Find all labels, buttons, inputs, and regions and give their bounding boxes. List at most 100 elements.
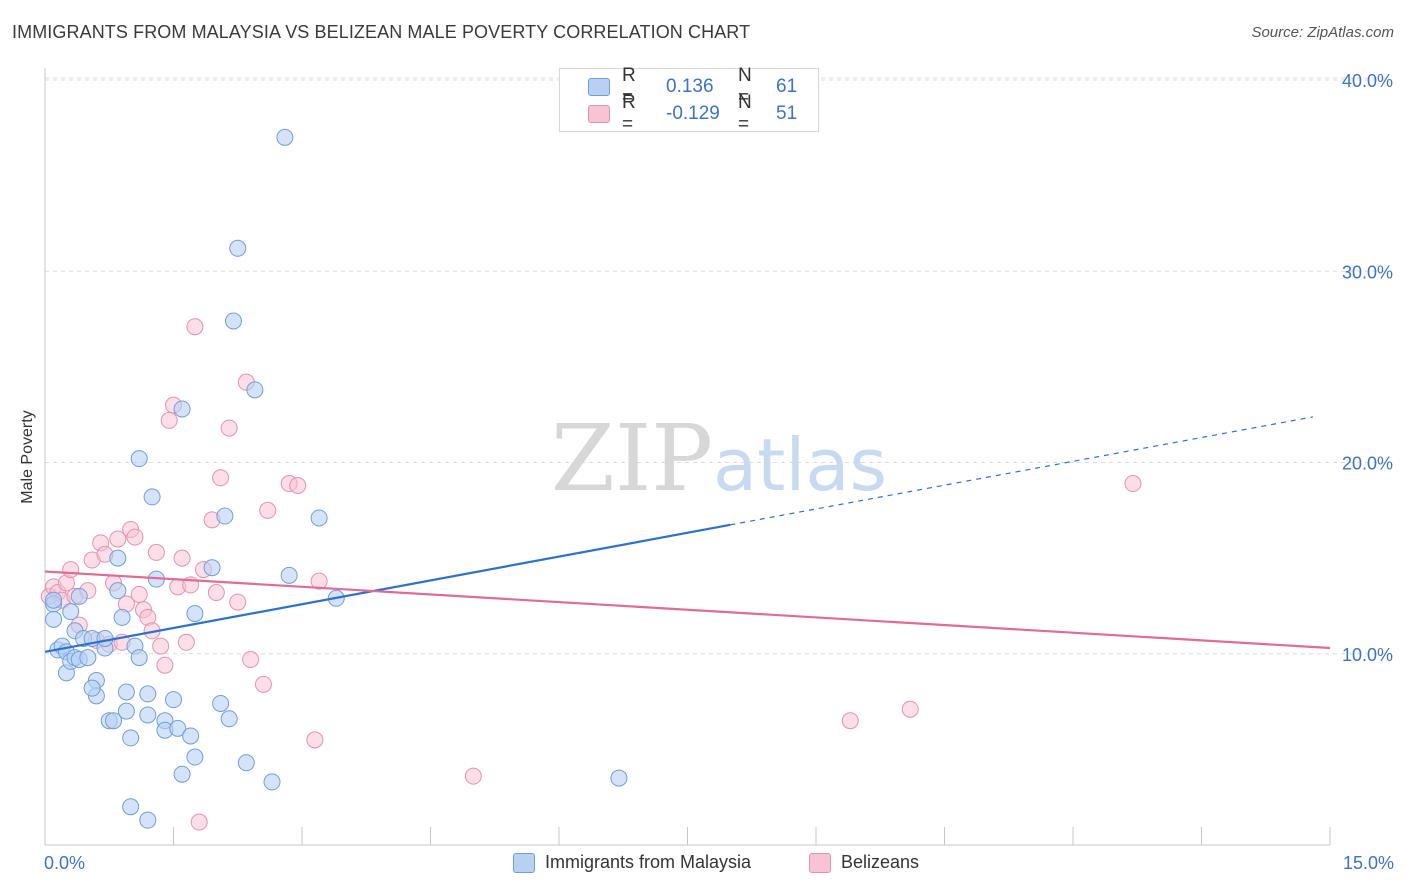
belizeans-point — [130, 585, 148, 603]
malaysia-point — [173, 765, 191, 783]
belizeans-point — [177, 633, 195, 651]
bottom-legend-label-malaysia: Immigrants from Malaysia — [545, 852, 752, 872]
malaysia-point — [122, 729, 140, 747]
belizeans-trend-line — [44, 570, 1331, 650]
malaysia-point — [610, 769, 628, 787]
malaysia-point — [45, 591, 63, 609]
malaysia-point — [139, 811, 157, 829]
x-tick-min: 0.0% — [44, 853, 86, 873]
legend-n-label: N = — [738, 92, 752, 135]
legend-r-value: 0.136 — [666, 76, 714, 97]
malaysia-point — [276, 128, 294, 146]
belizeans-point — [242, 650, 260, 668]
belizeans-point — [289, 476, 307, 494]
malaysia-point — [237, 754, 255, 772]
belizeans-point — [464, 767, 482, 785]
legend-r-label: R = — [622, 65, 636, 108]
belizeans-point — [841, 712, 859, 730]
malaysia-point — [109, 582, 127, 600]
malaysia-point — [212, 694, 230, 712]
belizeans-point — [147, 543, 165, 561]
legend-n-label: N = — [738, 65, 752, 108]
malaysia-point — [186, 605, 204, 623]
chart-title: IMMIGRANTS FROM MALAYSIA VS BELIZEAN MAL… — [12, 22, 751, 42]
malaysia-point — [70, 587, 88, 605]
belizeans-point — [190, 813, 208, 831]
malaysia-point — [220, 710, 238, 728]
malaysia-point — [169, 719, 187, 737]
belizeans-point — [1124, 475, 1142, 493]
malaysia-point — [45, 610, 63, 628]
watermark-atlas: atlas — [713, 423, 887, 507]
malaysia-point — [83, 679, 101, 697]
watermark-zip: ZIP — [551, 405, 713, 512]
bottom-legend-belizeans[interactable]: Belizeans — [809, 852, 919, 873]
malaysia-point — [113, 608, 131, 626]
bottom-legend-malaysia[interactable]: Immigrants from Malaysia — [513, 852, 751, 873]
bottom-legend-label-belizeans: Belizeans — [841, 852, 920, 872]
malaysia-trend-line — [44, 523, 731, 653]
malaysia-point — [105, 712, 123, 730]
bottom-legend-swatch-belizeans — [809, 852, 831, 873]
belizeans-point — [229, 593, 247, 611]
legend-row-malaysia: R = 0.136 N = 61 — [560, 65, 798, 108]
correlation-legend: R = 0.136 N = 61 R = -0.129 N = 51 — [559, 65, 819, 135]
y-tick-label: 10.0% — [1342, 645, 1393, 665]
malaysia-point — [96, 629, 114, 647]
belizeans-point — [62, 561, 80, 579]
legend-row-belizeans: R = -0.129 N = 51 — [560, 92, 798, 135]
legend-swatch-belizeans — [588, 105, 610, 123]
malaysia-point — [216, 507, 234, 525]
belizeans-point — [160, 411, 178, 429]
malaysia-point — [130, 649, 148, 667]
belizeans-point — [310, 572, 328, 590]
belizeans-point — [254, 675, 272, 693]
y-tick-label: 40.0% — [1342, 71, 1393, 91]
malaysia-point — [182, 727, 200, 745]
belizeans-point — [173, 549, 191, 567]
belizeans-point — [126, 528, 144, 546]
malaysia-point — [130, 450, 148, 468]
trend-lines — [44, 416, 1331, 653]
belizeans-point — [207, 584, 225, 602]
belizeans-point — [306, 731, 324, 749]
legend-r-value: -0.129 — [666, 103, 720, 124]
grid-lines — [45, 77, 1388, 655]
malaysia-point — [186, 748, 204, 766]
malaysia-point — [165, 691, 182, 709]
belizeans-point — [186, 318, 204, 336]
malaysia-point — [246, 381, 264, 399]
malaysia-trend-extension — [730, 416, 1313, 526]
bottom-legend-swatch-malaysia — [513, 852, 535, 873]
malaysia-point — [139, 706, 157, 724]
malaysia-point — [173, 400, 191, 418]
malaysia-point — [139, 685, 157, 703]
malaysia-point — [117, 683, 135, 701]
y-tick-labels: 10.0% 20.0% 30.0% 40.0% — [1342, 71, 1393, 665]
x-tick-max: 15.0% — [1342, 853, 1394, 873]
axes — [44, 68, 1331, 846]
malaysia-point — [229, 239, 247, 257]
malaysia-point — [109, 549, 127, 567]
malaysia-point — [117, 702, 135, 720]
belizeans-points — [40, 318, 1142, 831]
malaysia-point — [203, 559, 221, 577]
belizeans-point — [152, 637, 170, 655]
watermark: ZIP atlas — [551, 405, 887, 512]
malaysia-points — [45, 128, 628, 829]
malaysia-point — [143, 488, 161, 506]
malaysia-point — [310, 509, 328, 527]
malaysia-point — [280, 566, 298, 584]
belizeans-point — [220, 419, 238, 437]
malaysia-point — [224, 312, 242, 330]
malaysia-point — [263, 773, 281, 791]
legend-n-value: 61 — [776, 76, 798, 97]
y-tick-label: 30.0% — [1342, 262, 1393, 282]
legend-n-value: 51 — [776, 103, 798, 124]
malaysia-point — [79, 649, 97, 667]
belizeans-point — [901, 700, 919, 718]
belizeans-point — [156, 656, 174, 674]
legend-swatch-malaysia — [588, 78, 610, 96]
malaysia-point — [62, 603, 80, 621]
